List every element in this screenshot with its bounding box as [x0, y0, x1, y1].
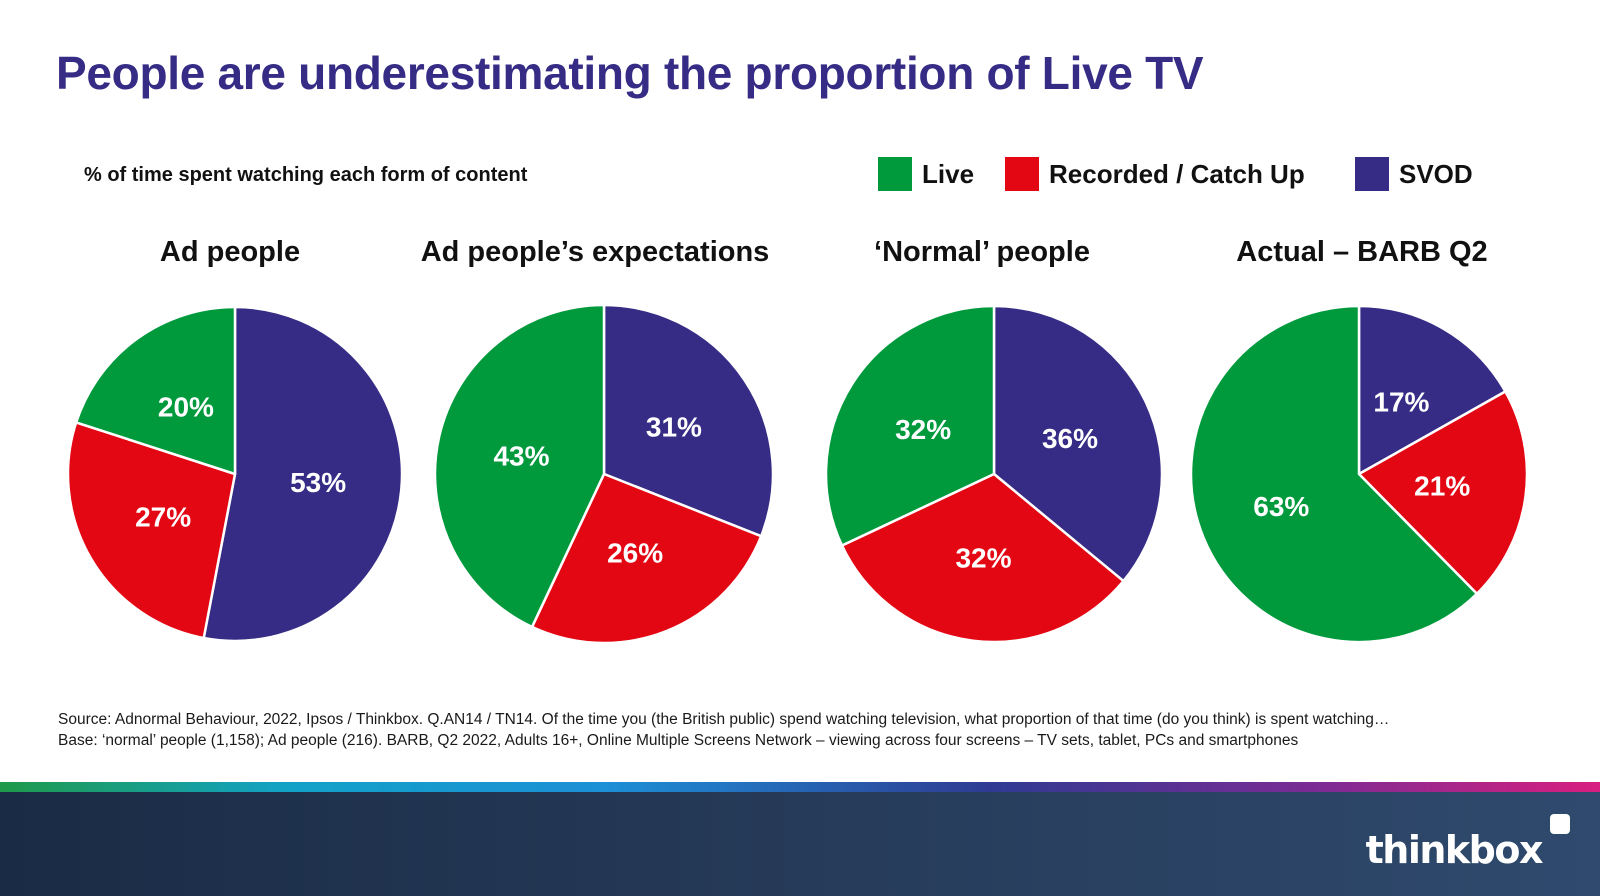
- pie-slice-label-recorded-catch-up: 27%: [135, 502, 191, 533]
- pie-slice-label-recorded-catch-up: 26%: [607, 538, 663, 569]
- pie-title-ad-people: Ad people: [159, 236, 301, 268]
- pie-slice-label-svod: 31%: [646, 412, 702, 443]
- pie-slice-label-live: 43%: [493, 441, 549, 472]
- pie-slice-label-live: 20%: [158, 391, 214, 422]
- source-line-1: Source: Adnormal Behaviour, 2022, Ipsos …: [58, 711, 1390, 728]
- pie-chart-actual-barb: 17% 21% 63%: [1189, 304, 1529, 644]
- pie-slice-svod: [1357, 304, 1507, 476]
- legend-swatch-svod: [1355, 157, 1389, 191]
- pie-title-normal-people: ‘Normal’ people: [874, 236, 1090, 268]
- pie-slice-recorded-catch-up: [66, 421, 237, 640]
- legend-item-live: Live: [878, 156, 974, 192]
- legend-swatch-recorded: [1005, 157, 1039, 191]
- pie-slice-recorded-catch-up: [1357, 390, 1529, 595]
- pie-slice-label-live: 32%: [895, 414, 951, 445]
- legend-label-svod: SVOD: [1399, 158, 1473, 189]
- pie-slice-recorded-catch-up: [840, 472, 1125, 644]
- legend-label-recorded: Recorded / Catch Up: [1049, 158, 1305, 189]
- pie-slice-label-svod: 17%: [1373, 387, 1429, 418]
- pie-slice-live: [824, 304, 996, 547]
- pie-chart-ad-people: 53% 27% 20%: [66, 305, 404, 643]
- chart-subtitle: % of time spent watching each form of co…: [84, 164, 528, 186]
- pie-slice-live: [1189, 304, 1479, 644]
- pie-charts: 53% 27% 20% 31% 26% 43% 36% 32% 32% 17% 21% 63%: [66, 303, 1529, 645]
- pie-slice-label-svod: 53%: [290, 467, 346, 498]
- pie-slice-live: [433, 303, 606, 629]
- source-note: Source: Adnormal Behaviour, 2022, Ipsos …: [58, 709, 1558, 751]
- pie-chart-normal-people: 36% 32% 32%: [824, 304, 1164, 644]
- pie-slice-svod: [992, 304, 1164, 583]
- pie-slice-label-recorded-catch-up: 32%: [955, 542, 1011, 573]
- pie-title-actual-barb: Actual – BARB Q2: [1236, 236, 1488, 268]
- pie-slice-live: [74, 305, 237, 476]
- source-line-2: Base: ‘normal’ people (1,158); Ad people…: [58, 732, 1299, 749]
- pie-slice-svod: [602, 303, 775, 538]
- pie-slice-label-live: 63%: [1253, 491, 1309, 522]
- thinkbox-logo: thinkbox: [1365, 828, 1544, 872]
- legend-label-live: Live: [922, 158, 975, 189]
- footer: thinkbox: [0, 792, 1600, 896]
- pie-slice-label-recorded-catch-up: 21%: [1414, 471, 1470, 502]
- pie-slice-label-svod: 36%: [1042, 423, 1098, 454]
- pie-title-ad-people-expectations: Ad people’s expectations: [420, 236, 770, 268]
- pie-slice-recorded-catch-up: [530, 472, 763, 645]
- footer-gradient-bar: [0, 782, 1600, 792]
- legend-item-recorded: Recorded / Catch Up: [1005, 156, 1305, 192]
- legend-item-svod: SVOD: [1355, 156, 1473, 192]
- legend-swatch-live: [878, 157, 912, 191]
- page-title: People are underestimating the proportio…: [56, 47, 1204, 99]
- logo-square-icon: [1550, 814, 1570, 834]
- pie-chart-ad-people-expectations: 31% 26% 43%: [433, 303, 775, 645]
- pie-slice-svod: [202, 305, 404, 643]
